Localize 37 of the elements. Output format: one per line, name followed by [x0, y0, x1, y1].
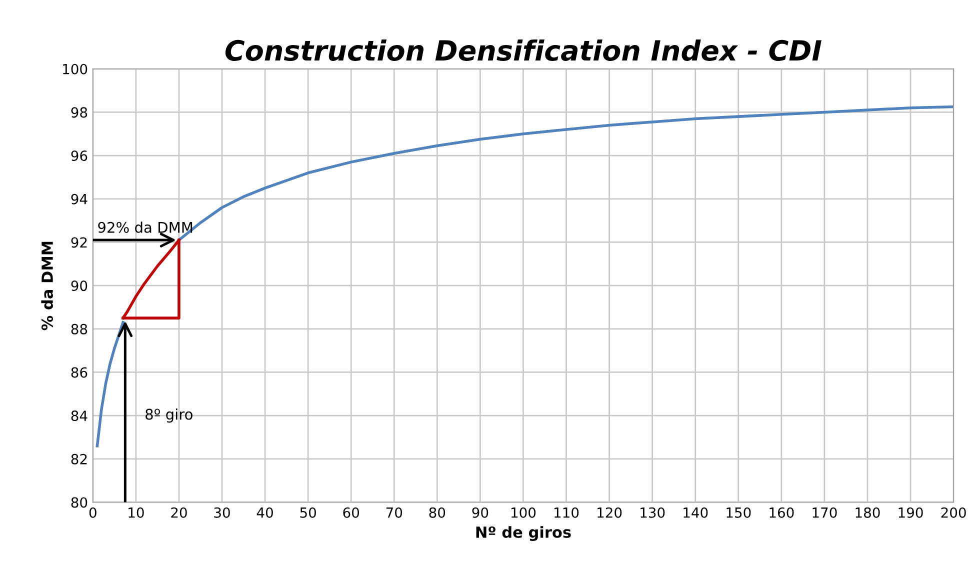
x-tick-label: 140: [684, 507, 708, 518]
y-tick-label: 82: [71, 454, 87, 464]
x-tick-label: 130: [640, 507, 665, 518]
y-tick-label: 100: [63, 64, 88, 74]
x-tick-label: 200: [941, 507, 966, 518]
annotation: 8º giro: [146, 408, 192, 423]
x-tick-label: 120: [598, 507, 622, 518]
chart-title: Construction Densification Index - CDI: [225, 39, 822, 61]
x-tick-label: 50: [300, 507, 316, 518]
x-tick-label: 90: [472, 507, 488, 518]
x-tick-label: 170: [812, 507, 837, 518]
x-tick-label: 80: [429, 507, 446, 518]
x-tick-label: 10: [128, 507, 144, 518]
y-tick-label: 98: [71, 107, 88, 118]
x-tick-label: 110: [554, 507, 579, 518]
x-tick-label: 20: [171, 507, 187, 518]
x-tick-label: 0: [89, 507, 96, 518]
x-tick-label: 150: [726, 507, 751, 518]
y-tick-label: 88: [71, 324, 88, 334]
x-tick-label: 160: [770, 507, 794, 518]
x-tick-label: 100: [512, 507, 536, 518]
y-tick-label: 96: [71, 150, 88, 162]
y-axis-title: % da DMM: [41, 242, 54, 330]
annotation: 92% da DMM: [98, 222, 192, 233]
y-tick-label: 94: [71, 194, 88, 204]
x-tick-label: 70: [386, 507, 402, 518]
y-tick-label: 90: [71, 280, 88, 292]
x-tick-label: 40: [256, 507, 273, 518]
x-tick-label: 180: [856, 507, 880, 518]
x-tick-label: 30: [214, 507, 230, 518]
y-tick-label: 84: [71, 410, 88, 422]
x-axis-title: Nº de giros: [476, 526, 571, 542]
y-tick-label: 80: [71, 497, 88, 508]
y-tick-label: 92: [71, 237, 87, 248]
x-tick-label: 60: [343, 507, 360, 518]
y-tick-label: 86: [71, 367, 88, 378]
x-tick-label: 190: [898, 507, 923, 518]
